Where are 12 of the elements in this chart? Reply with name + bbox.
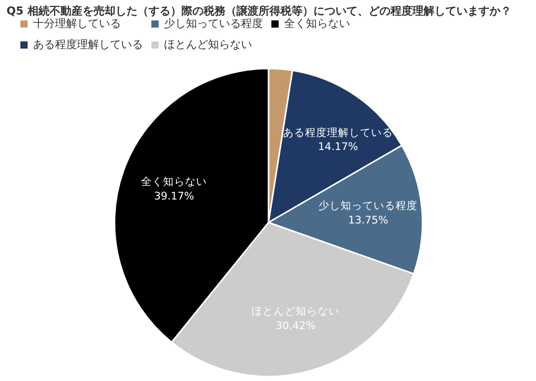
data-label: 39.17% (154, 190, 194, 202)
data-label: 14.17% (318, 141, 358, 154)
legend-label: ほとんど知らない (164, 37, 252, 52)
legend-label: 全く知らない (284, 17, 350, 31)
slice-label: ある程度理解している (283, 126, 394, 139)
data-label: 13.75% (348, 214, 388, 226)
slice-label: 全く知らない (141, 176, 208, 188)
chart-title: Q5 相続不動産を売却した（する）際の税務（譲渡所得税等）について、どの程度理解していますか？ (6, 4, 512, 18)
legend-label: 十分理解している (33, 16, 121, 31)
slice-label: 少し知っている程度 (318, 199, 418, 212)
legend-label: 少し知っている程度 (164, 16, 263, 31)
legend-label: ある程度理解している (33, 37, 143, 52)
